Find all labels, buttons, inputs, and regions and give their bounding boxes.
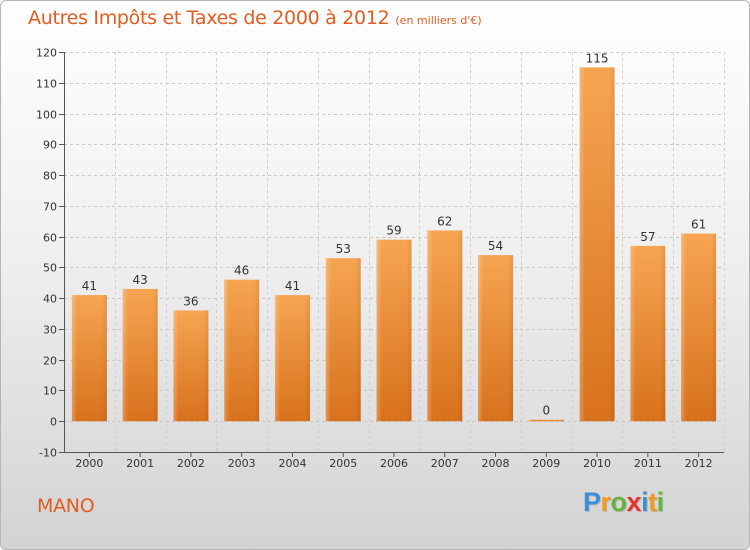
y-tick-label: 120: [36, 47, 57, 60]
data-label: 62: [437, 214, 452, 228]
x-tick-label: 2005: [329, 457, 357, 470]
y-tick-label: 110: [36, 78, 57, 91]
x-tick-label: 2009: [532, 457, 560, 470]
bar-shade: [630, 245, 666, 422]
labels: 2000 41 2001 43 2002 36 2003 46 2004 41 2005 53 2006…: [75, 51, 712, 470]
logo-letter: r: [600, 487, 612, 517]
data-label: 41: [82, 279, 97, 293]
bar-shade: [224, 279, 260, 422]
chart-unit: (en milliers d'€): [395, 14, 482, 27]
x-tick-label: 2012: [685, 457, 713, 470]
data-label: 54: [488, 239, 503, 253]
bar-shade: [528, 419, 564, 422]
x-tick-label: 2003: [228, 457, 256, 470]
y-tick-label: 60: [43, 232, 57, 245]
y-tick-label: 20: [43, 355, 57, 368]
bar-shade: [681, 233, 717, 422]
data-label: 43: [133, 273, 148, 287]
proxiti-logo: Proxiti: [583, 487, 664, 518]
data-label: 53: [336, 242, 351, 256]
bar-shade: [325, 258, 361, 422]
bar-shade: [427, 230, 463, 422]
bar-shade: [173, 310, 209, 422]
logo-letter: P: [583, 487, 601, 517]
x-tick-label: 2010: [583, 457, 611, 470]
x-tick-label: 2002: [177, 457, 205, 470]
x-tick-label: 2001: [126, 457, 154, 470]
bar-shade: [478, 255, 514, 422]
y-tick-label: 10: [43, 385, 57, 398]
y-tick-label: 30: [43, 324, 57, 337]
bar-shade: [71, 295, 107, 422]
bar-shade: [122, 288, 158, 422]
axes: -10 0 10 20 30 40 50 60 70 80 90 100 110 120: [36, 47, 724, 460]
bar-shade: [579, 67, 615, 422]
x-tick-label: 2006: [380, 457, 408, 470]
chart-title-text: Autres Impôts et Taxes de 2000 à 2012: [28, 7, 390, 29]
data-label: 41: [285, 279, 300, 293]
chart-title: Autres Impôts et Taxes de 2000 à 2012 (en…: [28, 7, 482, 29]
y-tick-label: 90: [43, 139, 57, 152]
logo-letter: o: [610, 487, 628, 517]
data-label: 115: [586, 51, 609, 65]
bar-shade: [376, 239, 412, 422]
x-tick-label: 2007: [431, 457, 459, 470]
x-tick-label: 2004: [278, 457, 306, 470]
x-tick-label: 2008: [482, 457, 510, 470]
data-label: 36: [183, 294, 198, 308]
data-label: 59: [386, 224, 401, 238]
logo-letter: x: [626, 487, 642, 517]
y-tick-label: 70: [43, 201, 57, 214]
logo-letter: t: [648, 487, 657, 517]
data-label: 57: [640, 230, 655, 244]
x-tick-label: 2000: [75, 457, 103, 470]
y-tick-label: 50: [43, 262, 57, 275]
commune-name: MANO: [37, 495, 95, 517]
logo-letter: i: [656, 487, 665, 517]
y-tick-label: 80: [43, 170, 57, 183]
y-tick-label: 100: [36, 109, 57, 122]
y-tick-label: 40: [43, 293, 57, 306]
bars: [71, 67, 717, 422]
data-label: 46: [234, 264, 249, 278]
data-label: 0: [542, 404, 550, 418]
x-tick-label: 2011: [634, 457, 662, 470]
data-label: 61: [691, 218, 706, 232]
y-tick-label: -10: [39, 447, 57, 460]
logo-letter: i: [641, 487, 649, 517]
bar-shade: [274, 295, 310, 422]
y-tick-label: 0: [50, 416, 57, 429]
